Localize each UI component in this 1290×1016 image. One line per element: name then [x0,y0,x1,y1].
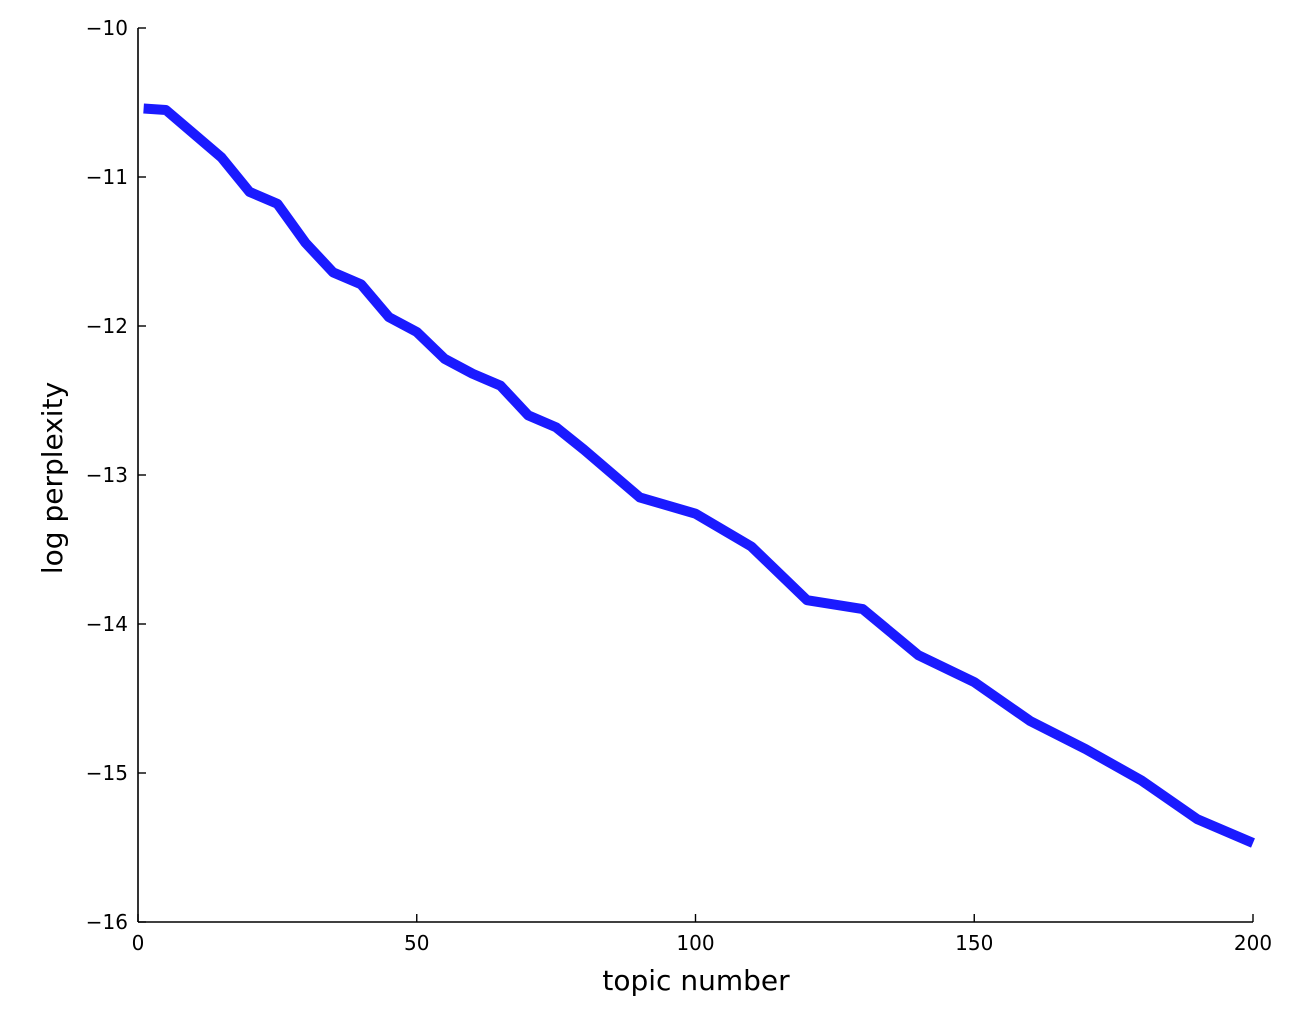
x-axis-ticks: 0 50 100 150 200 [132,914,1272,955]
y-tick-label: −15 [86,761,128,785]
series-line [143,103,1255,848]
y-tick-label: −12 [86,314,128,338]
x-tick-label: 100 [676,931,714,955]
y-tick-label: −13 [86,463,128,487]
plot-area [143,103,1255,848]
x-tick-label: 0 [132,931,145,955]
x-axis-title: topic number [602,964,790,997]
x-tick-label: 200 [1234,931,1272,955]
x-tick-label: 50 [404,931,429,955]
y-tick-label: −14 [86,612,128,636]
y-axis-ticks: −10 −11 −12 −13 −14 −15 −16 [86,16,146,934]
y-axis-title: log perplexity [36,382,69,574]
y-tick-label: −16 [86,910,128,934]
y-tick-label: −11 [86,165,128,189]
x-tick-label: 150 [955,931,993,955]
y-tick-label: −10 [86,16,128,40]
